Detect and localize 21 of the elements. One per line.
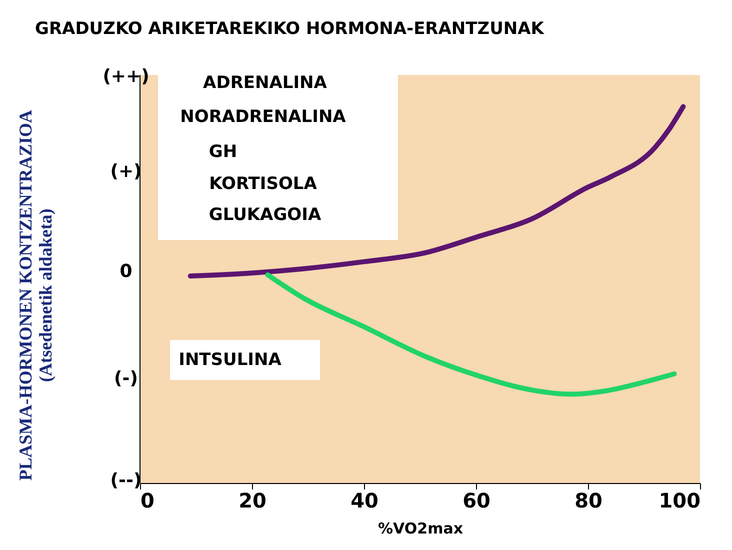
x-tick-label: 100 (658, 488, 700, 512)
x-tick-label: 20 (238, 488, 266, 512)
annotation: NORADRENALINA (180, 107, 346, 127)
annotation: (+) (110, 161, 142, 182)
text: (++) (102, 66, 150, 87)
x-tick-label: 80 (574, 488, 602, 512)
annotation: INTSULINA (178, 350, 282, 370)
text: (-) (114, 368, 138, 389)
label-box: INTSULINA (170, 340, 320, 380)
annotation: KORTISOLA (209, 174, 317, 194)
x-tick-label: 0 (140, 488, 154, 512)
text: 0 (120, 261, 132, 282)
chart-title: GRADUZKO ARIKETAREKIKO HORMONA-ERANTZUNAK (35, 19, 545, 39)
annotation: (--) (110, 470, 142, 491)
x-axis-title: %VO2max (378, 520, 464, 538)
x-tick-label: 60 (462, 488, 490, 512)
annotation: GLUKAGOIA (208, 205, 322, 225)
x-tick-label: 40 (350, 488, 378, 512)
y-axis-title: PLASMA-HORMONEN KONTZENTRAZIOA (Atsedenetik aldaketa) (16, 110, 56, 481)
text: ADRENALINA (203, 73, 327, 93)
annotation: GH (208, 142, 238, 162)
